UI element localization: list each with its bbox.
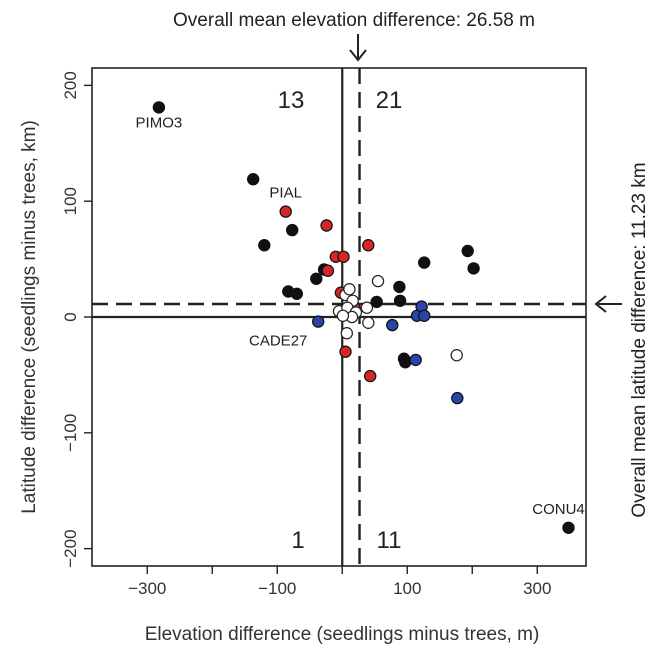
point-red	[362, 238, 375, 252]
x-axis-ticks: −300 −100 100 300	[128, 566, 551, 598]
point-black	[562, 521, 575, 535]
point-white	[360, 301, 374, 314]
x-tick-label: 100	[393, 579, 421, 598]
count-bottom-left: 1	[291, 527, 304, 554]
y-tick-label: −100	[61, 414, 80, 452]
point-white	[343, 283, 356, 296]
count-bottom-right: 11	[377, 527, 402, 554]
y-axis-label: Latitude difference (seedlings minus tre…	[19, 120, 40, 514]
point-black	[418, 256, 431, 269]
count-top-right: 21	[376, 87, 403, 114]
point-black	[258, 238, 271, 252]
point-red	[364, 369, 377, 383]
x-tick-label: −300	[128, 579, 166, 598]
point-blue	[409, 353, 422, 367]
point-white	[371, 274, 385, 288]
point-white	[340, 327, 353, 340]
data-points	[152, 101, 575, 535]
y-tick-label: 100	[61, 187, 80, 215]
point-label: PIMO3	[136, 114, 183, 131]
mean-elevation-annotation: Overall mean elevation difference: 26.58…	[173, 10, 535, 31]
y-tick-label: 0	[61, 312, 80, 321]
point-black	[393, 294, 407, 307]
point-white	[362, 316, 375, 329]
point-label: PIAL	[269, 185, 302, 202]
point-red	[321, 264, 335, 277]
point-blue	[312, 315, 325, 328]
point-black	[246, 172, 260, 186]
x-tick-label: 300	[523, 579, 551, 598]
point-black	[467, 262, 480, 275]
point-black	[393, 280, 406, 294]
point-red	[320, 219, 333, 232]
count-top-left: 13	[278, 87, 305, 114]
point-black	[152, 101, 166, 114]
y-tick-label: −200	[61, 529, 80, 567]
mean-latitude-annotation: Overall mean latitude difference: 11.23 …	[629, 162, 650, 517]
point-black	[461, 244, 474, 258]
point-blue	[386, 318, 399, 332]
point-red	[339, 345, 352, 358]
point-labels: PIMO3 PIAL CADE27 CONU4	[136, 114, 585, 517]
point-black	[310, 272, 323, 285]
x-axis-label: Elevation difference (seedlings minus tr…	[145, 624, 540, 645]
point-label: CADE27	[249, 333, 307, 350]
point-black	[290, 287, 303, 300]
point-black	[286, 223, 299, 237]
mean-latitude-arrow-icon	[594, 295, 622, 313]
mean-elevation-arrow-icon	[349, 34, 367, 62]
point-black	[370, 295, 383, 309]
point-white	[450, 349, 463, 362]
point-red	[279, 205, 292, 218]
y-axis-ticks: −200 −100 0 100 200	[61, 71, 92, 568]
point-label: CONU4	[532, 501, 585, 518]
x-tick-label: −100	[258, 579, 296, 598]
point-white	[336, 309, 350, 322]
point-blue	[451, 391, 464, 405]
point-red	[337, 250, 350, 263]
point-blue	[418, 309, 431, 322]
point-black	[399, 356, 412, 369]
y-tick-label: 200	[61, 71, 80, 99]
